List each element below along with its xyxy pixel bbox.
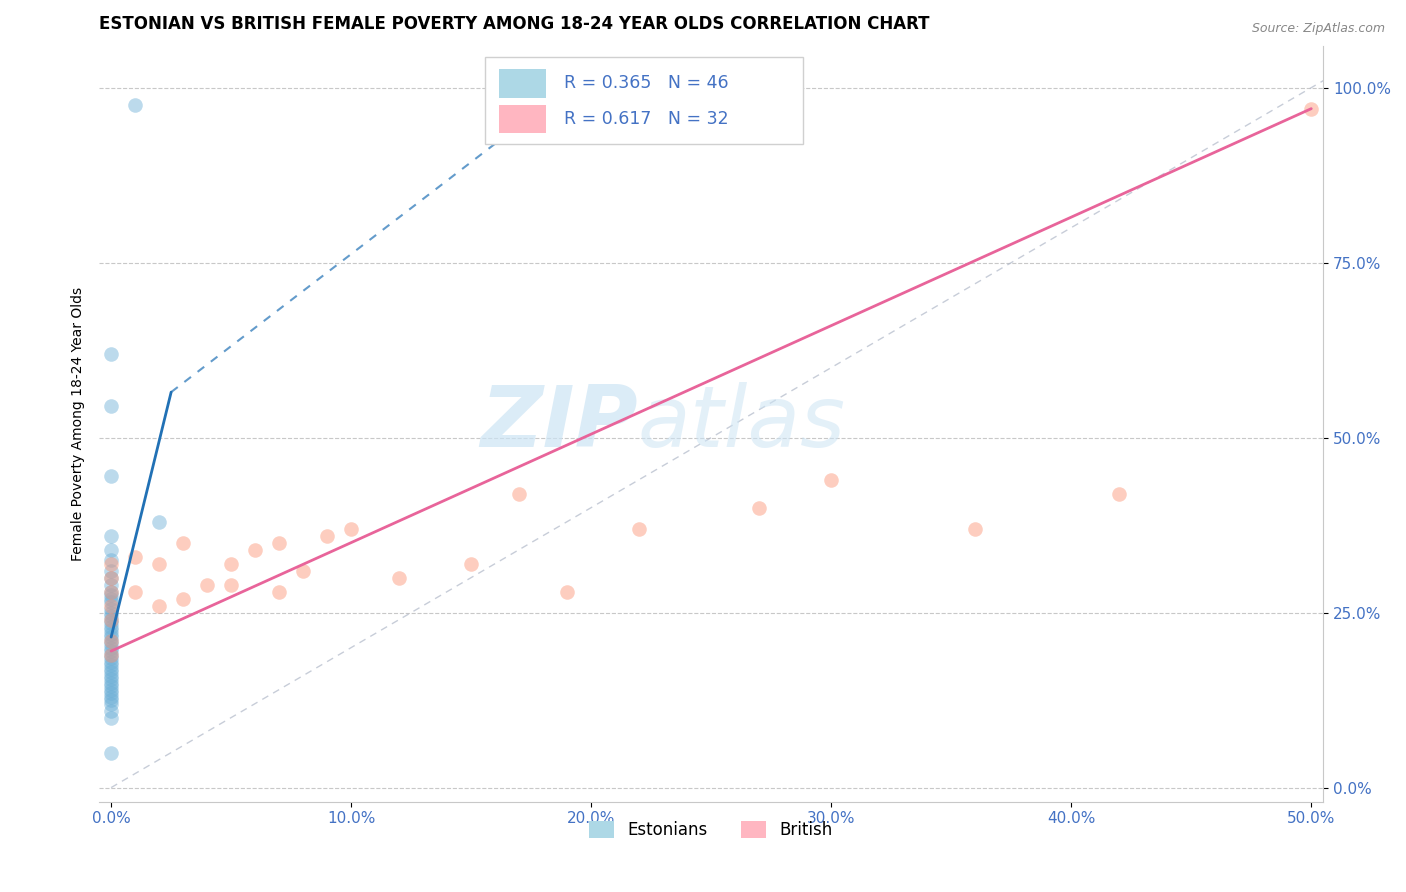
Point — [100, 613, 122, 627]
Point — [100, 640, 122, 655]
Point — [100, 668, 122, 682]
Point — [555, 584, 578, 599]
Point — [100, 626, 122, 640]
Point — [100, 588, 122, 602]
Point — [100, 655, 122, 669]
Point — [100, 644, 122, 658]
Point — [124, 98, 146, 112]
Point — [148, 599, 170, 613]
Point — [100, 584, 122, 599]
Point — [100, 637, 122, 651]
Point — [172, 535, 194, 549]
Point — [100, 469, 122, 483]
Point — [628, 522, 651, 536]
Point — [100, 648, 122, 662]
Legend: Estonians, British: Estonians, British — [582, 814, 839, 847]
Point — [100, 602, 122, 616]
Point — [100, 606, 122, 620]
Point — [100, 630, 122, 644]
Point — [100, 648, 122, 662]
Point — [148, 515, 170, 529]
Point — [172, 591, 194, 606]
Y-axis label: Female Poverty Among 18-24 Year Olds: Female Poverty Among 18-24 Year Olds — [72, 286, 86, 561]
Text: R = 0.365   N = 46: R = 0.365 N = 46 — [564, 74, 728, 93]
Point — [148, 557, 170, 571]
Point — [100, 690, 122, 704]
Point — [195, 577, 218, 591]
Point — [100, 693, 122, 707]
Point — [100, 633, 122, 648]
Point — [748, 500, 770, 515]
Text: ESTONIAN VS BRITISH FEMALE POVERTY AMONG 18-24 YEAR OLDS CORRELATION CHART: ESTONIAN VS BRITISH FEMALE POVERTY AMONG… — [100, 15, 929, 33]
Point — [100, 528, 122, 542]
Point — [100, 577, 122, 591]
Point — [100, 557, 122, 571]
Point — [100, 672, 122, 686]
Point — [100, 662, 122, 676]
Point — [100, 595, 122, 609]
Point — [100, 564, 122, 578]
Point — [460, 557, 482, 571]
Point — [508, 486, 530, 500]
Point — [100, 571, 122, 585]
Point — [100, 710, 122, 724]
Text: ZIP: ZIP — [479, 382, 638, 465]
Point — [100, 682, 122, 697]
Point — [100, 679, 122, 693]
Point — [100, 542, 122, 557]
Point — [100, 619, 122, 633]
Point — [124, 549, 146, 564]
Bar — [499, 104, 546, 133]
Text: atlas: atlas — [638, 382, 846, 465]
Point — [100, 571, 122, 585]
Point — [100, 658, 122, 673]
Point — [100, 591, 122, 606]
Point — [292, 564, 315, 578]
Text: R = 0.617   N = 32: R = 0.617 N = 32 — [564, 110, 728, 128]
Point — [340, 522, 363, 536]
Point — [100, 346, 122, 360]
Point — [100, 399, 122, 413]
Point — [1108, 486, 1130, 500]
Point — [820, 473, 842, 487]
Point — [100, 616, 122, 631]
Point — [965, 522, 987, 536]
Point — [100, 553, 122, 567]
Point — [100, 609, 122, 624]
Point — [219, 557, 242, 571]
Point — [269, 535, 291, 549]
Text: Source: ZipAtlas.com: Source: ZipAtlas.com — [1251, 22, 1385, 36]
Bar — [499, 69, 546, 98]
Point — [100, 613, 122, 627]
Point — [100, 697, 122, 711]
Point — [100, 623, 122, 637]
Point — [100, 686, 122, 700]
Point — [100, 746, 122, 760]
Point — [100, 651, 122, 665]
Point — [100, 633, 122, 648]
Point — [316, 528, 339, 542]
Point — [388, 571, 411, 585]
FancyBboxPatch shape — [485, 57, 803, 144]
Point — [100, 675, 122, 690]
Point — [100, 665, 122, 679]
Point — [269, 584, 291, 599]
Point — [100, 584, 122, 599]
Point — [243, 542, 266, 557]
Point — [100, 704, 122, 718]
Point — [100, 599, 122, 613]
Point — [1301, 102, 1323, 116]
Point — [124, 584, 146, 599]
Point — [219, 577, 242, 591]
